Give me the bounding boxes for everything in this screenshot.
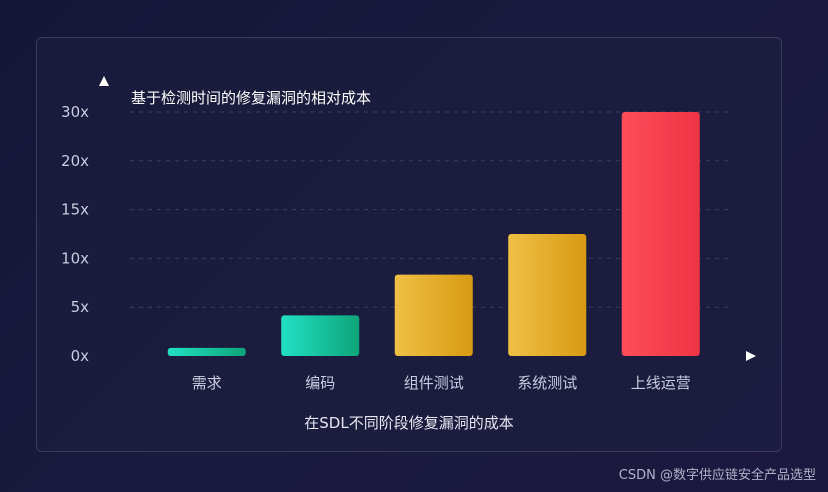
x-tick-label: 编码 (305, 374, 335, 392)
watermark: CSDN @数字供应链安全产品选型 (618, 468, 816, 483)
x-tick-label: 需求 (192, 374, 222, 392)
y-axis-arrow (99, 76, 109, 86)
y-tick-label: 15x (61, 201, 89, 219)
bar-1 (167, 347, 246, 356)
bar-4 (508, 234, 587, 356)
x-axis-arrow (746, 351, 756, 361)
chart-title: 基于检测时间的修复漏洞的相对成本 (131, 89, 371, 107)
y-tick-label: 10x (61, 249, 89, 267)
x-tick-label: 组件测试 (404, 374, 464, 392)
bar-2 (281, 315, 360, 356)
x-axis-title: 在SDL不同阶段修复漏洞的成本 (304, 414, 513, 432)
y-tick-label: 20x (61, 152, 89, 170)
y-tick-label: 0x (71, 347, 90, 365)
x-tick-label: 系统测试 (517, 374, 577, 392)
bar-3 (394, 274, 473, 356)
y-tick-label: 30x (61, 103, 89, 121)
y-tick-label: 5x (71, 298, 90, 316)
x-tick-label: 上线运营 (631, 374, 691, 392)
bar-5 (621, 112, 700, 356)
